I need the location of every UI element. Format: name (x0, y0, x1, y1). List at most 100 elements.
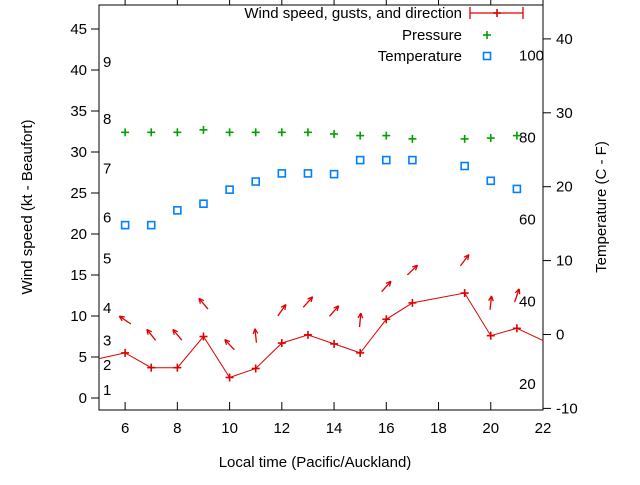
temperature-point (460, 161, 469, 171)
beaufort-label: 9 (103, 54, 111, 71)
wind-arrow-shaft (118, 315, 132, 325)
beaufort-label: 3 (103, 333, 111, 350)
axis-ticks (91, 0, 551, 410)
beaufort-label: 8 (103, 111, 111, 128)
wind-arrow-head (224, 339, 228, 346)
temperature-point (329, 169, 339, 179)
beaufort-label: 1 (103, 382, 111, 399)
beaufort-label: 5 (103, 251, 111, 268)
y-left-tick-label: 20 (70, 226, 87, 243)
wind-arrow-head (224, 338, 231, 343)
beaufort-scale-labels: 1 2 3 4 5 6 7 8 9 (103, 54, 111, 399)
wind-arrow-head (172, 329, 175, 335)
wind-arrow-head (198, 297, 205, 302)
wind-arrow-head (357, 312, 362, 319)
axis-tick-labels: 6 8 10 12 14 16 18 20 22051015202530354045-10010… (70, 21, 577, 437)
fahrenheit-label: 40 (519, 294, 536, 311)
y-left-axis-title: Wind speed (kt - Beaufort) (19, 119, 36, 294)
x-tick-label: 22 (535, 420, 552, 437)
wind-arrow-shaft (406, 264, 418, 276)
wind-arrow-head (146, 329, 149, 335)
wind-arrow-shaft (381, 280, 392, 293)
wind-arrow-shaft (302, 296, 314, 308)
x-tick-label: 14 (326, 420, 343, 437)
wind-arrow-head (254, 328, 259, 334)
y-left-tick-label: 15 (70, 267, 87, 284)
wind-arrow-head (518, 288, 521, 295)
temperature-point (408, 155, 417, 165)
x-tick-label: 12 (273, 420, 290, 437)
wind-arrow-head (412, 264, 418, 268)
wind-arrow-head (146, 328, 153, 333)
wind-arrow-head (119, 315, 125, 318)
wind-arrow-head (336, 305, 340, 312)
wind-arrow-head (490, 295, 494, 302)
x-tick-label: 6 (121, 420, 129, 437)
fahrenheit-label: 80 (519, 129, 536, 146)
wind-arrow-head (388, 281, 392, 287)
wind-arrow-head (333, 305, 339, 309)
fahrenheit-label: 20 (519, 376, 536, 393)
y-right-tick-label: 40 (556, 31, 573, 48)
y-left-tick-label: 5 (79, 349, 87, 366)
y-right-tick-label: 30 (556, 105, 573, 122)
x-tick-label: 10 (221, 420, 238, 437)
wind-arrow-shaft (277, 304, 287, 317)
y-right-tick-label: 10 (556, 253, 573, 270)
y-right-axis-title: Temperature (C - F) (593, 141, 610, 273)
temperature-point (251, 177, 261, 186)
fahrenheit-scale-labels: 20 40 60 80 100 (519, 47, 544, 392)
y-left-tick-label: 45 (70, 21, 87, 38)
wind-arrow-shaft (198, 297, 209, 310)
wind-direction-arrows (118, 254, 521, 351)
y-left-tick-label: 10 (70, 308, 87, 325)
wind-arrow-head (488, 295, 493, 301)
plot-border (98, 4, 544, 411)
wind-arrow-head (118, 315, 123, 322)
temperature-point (199, 199, 208, 208)
legend-label-pressure: Pressure (402, 27, 462, 44)
temperature-point (146, 220, 156, 230)
temperature-point (120, 220, 130, 230)
legend-label-wind: Wind speed, gusts, and direction (244, 5, 462, 22)
x-tick-label: 18 (430, 420, 447, 437)
y-left-tick-label: 0 (79, 390, 87, 407)
wind-arrow-shaft (146, 329, 157, 341)
y-right-tick-label: -10 (556, 400, 578, 417)
legend-sample-temperature-point (482, 51, 492, 61)
wind-arrow-head (514, 288, 520, 294)
y-right-tick-label: 0 (556, 327, 564, 344)
wind-arrow-head (414, 264, 419, 271)
y-left-tick-label: 25 (70, 185, 87, 202)
temperature-point (381, 155, 391, 165)
temperature-point (512, 184, 522, 194)
temperature-point (355, 155, 365, 165)
legend-samples (469, 7, 524, 61)
x-tick-label: 20 (482, 420, 499, 437)
wind-arrow-head (463, 254, 470, 258)
data-series (98, 125, 544, 382)
x-tick-label: 16 (378, 420, 395, 437)
wind-arrow-head (284, 304, 287, 311)
wind-arrow-head (172, 328, 179, 333)
wind-arrow-head (360, 312, 364, 319)
wind-arrow-shaft (513, 288, 520, 303)
x-tick-label: 8 (173, 420, 181, 437)
wind-arrow-head (385, 280, 392, 285)
wind-arrow-shaft (224, 339, 235, 351)
beaufort-label: 4 (103, 300, 111, 317)
x-axis-title: Local time (Pacific/Auckland) (219, 454, 412, 471)
temperature-point (303, 169, 313, 178)
y-left-tick-label: 40 (70, 62, 87, 79)
beaufort-label: 6 (103, 210, 111, 227)
wind-arrow-shaft (358, 313, 362, 328)
y-left-tick-label: 35 (70, 103, 87, 120)
beaufort-label: 2 (103, 357, 111, 374)
y-right-tick-label: 20 (556, 179, 573, 196)
temperature-point (486, 176, 496, 186)
wind-speed-line (98, 292, 544, 379)
wind-arrow-shaft (254, 328, 258, 343)
wind-arrow-shaft (489, 295, 493, 310)
wind-arrow-head (252, 328, 256, 335)
